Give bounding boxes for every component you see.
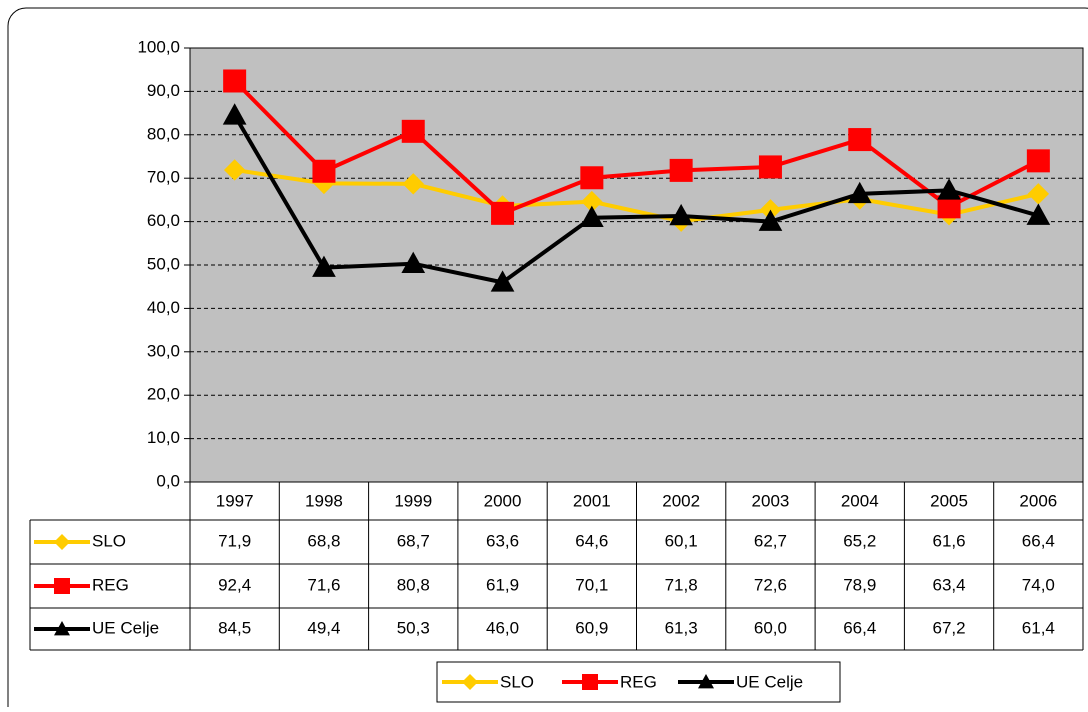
x-tick-label: 2002: [662, 491, 700, 510]
legend-key-marker: [54, 578, 70, 594]
marker: [223, 69, 247, 93]
table-cell: 60,9: [575, 618, 608, 637]
marker: [402, 173, 424, 195]
marker: [669, 203, 693, 226]
legend-key-marker: [54, 534, 70, 550]
marker: [312, 159, 336, 183]
table-cell: 61,4: [1022, 618, 1055, 637]
marker: [401, 251, 426, 273]
legend-label: UE Celje: [736, 672, 803, 691]
table-series-name: REG: [92, 575, 129, 594]
table-series-name: UE Celje: [92, 618, 159, 637]
table-cell: 68,8: [307, 531, 340, 550]
table-cell: 80,8: [397, 575, 430, 594]
table-cell: 74,0: [1022, 575, 1055, 594]
marker: [937, 178, 961, 200]
marker: [847, 181, 872, 204]
marker: [401, 119, 425, 143]
marker: [848, 128, 872, 152]
table-series-name: SLO: [92, 531, 126, 550]
table-cell: 66,4: [843, 618, 876, 637]
x-tick-label: 1999: [394, 491, 432, 510]
table-cell: 71,6: [307, 575, 340, 594]
y-tick-label: 20,0: [147, 385, 180, 404]
x-tick-label: 2005: [930, 491, 968, 510]
series-line: [234, 167, 1039, 224]
marker: [223, 159, 246, 181]
legend-key-marker: [582, 674, 598, 690]
table-cell: 63,4: [933, 575, 966, 594]
x-tick-label: 2000: [484, 491, 522, 510]
table-cell: 63,6: [486, 531, 519, 550]
x-tick-label: 2003: [752, 491, 790, 510]
series-line: [233, 79, 1040, 216]
legend-label: SLO: [500, 672, 534, 691]
y-tick-label: 60,0: [147, 211, 180, 230]
table-cell: 61,6: [933, 531, 966, 550]
table-cell: 65,2: [843, 531, 876, 550]
y-tick-label: 50,0: [147, 254, 180, 273]
table-cell: 64,6: [575, 531, 608, 550]
marker: [580, 205, 604, 227]
y-tick-label: 10,0: [147, 428, 180, 447]
table-cell: 78,9: [843, 575, 876, 594]
marker: [1026, 149, 1050, 173]
y-tick-label: 40,0: [147, 298, 180, 317]
x-tick-label: 1997: [216, 491, 254, 510]
marker: [580, 166, 604, 190]
table-cell: 46,0: [486, 618, 519, 637]
x-tick-label: 2006: [1019, 491, 1057, 510]
y-tick-label: 70,0: [147, 168, 180, 187]
table-cell: 70,1: [575, 575, 608, 594]
legend-key-marker: [462, 674, 478, 690]
marker: [669, 158, 693, 182]
marker: [222, 103, 247, 125]
table-cell: 68,7: [397, 531, 430, 550]
x-tick-label: 2001: [573, 491, 611, 510]
legend-key-marker: [698, 674, 714, 689]
marker: [491, 201, 515, 225]
table-cell: 60,0: [754, 618, 787, 637]
y-tick-label: 0,0: [156, 471, 180, 490]
table-cell: 49,4: [307, 618, 340, 637]
marker: [758, 155, 782, 179]
y-tick-label: 100,0: [137, 37, 180, 56]
x-tick-label: 1998: [305, 491, 343, 510]
legend-label: REG: [620, 672, 657, 691]
table-cell: 50,3: [397, 618, 430, 637]
legend-box: [436, 661, 841, 703]
table-cell: 61,9: [486, 575, 519, 594]
y-tick-label: 30,0: [147, 341, 180, 360]
series-line: [232, 114, 1039, 285]
table-cell: 60,1: [665, 531, 698, 550]
table-cell: 66,4: [1022, 531, 1055, 550]
table-cell: 61,3: [665, 618, 698, 637]
table-cell: 67,2: [933, 618, 966, 637]
y-tick-label: 80,0: [147, 124, 180, 143]
marker: [758, 209, 783, 231]
table-cell: 62,7: [754, 531, 787, 550]
table-cell: 92,4: [218, 575, 251, 594]
table-cell: 72,6: [754, 575, 787, 594]
marker: [312, 255, 336, 277]
marker: [490, 270, 515, 292]
x-tick-label: 2004: [841, 491, 879, 510]
table-cell: 71,8: [665, 575, 698, 594]
y-tick-label: 90,0: [147, 81, 180, 100]
table-cell: 84,5: [218, 618, 251, 637]
marker: [1026, 203, 1051, 225]
table-cell: 71,9: [218, 531, 251, 550]
chart-frame: [7, 7, 1088, 712]
legend-key-marker: [54, 621, 70, 636]
